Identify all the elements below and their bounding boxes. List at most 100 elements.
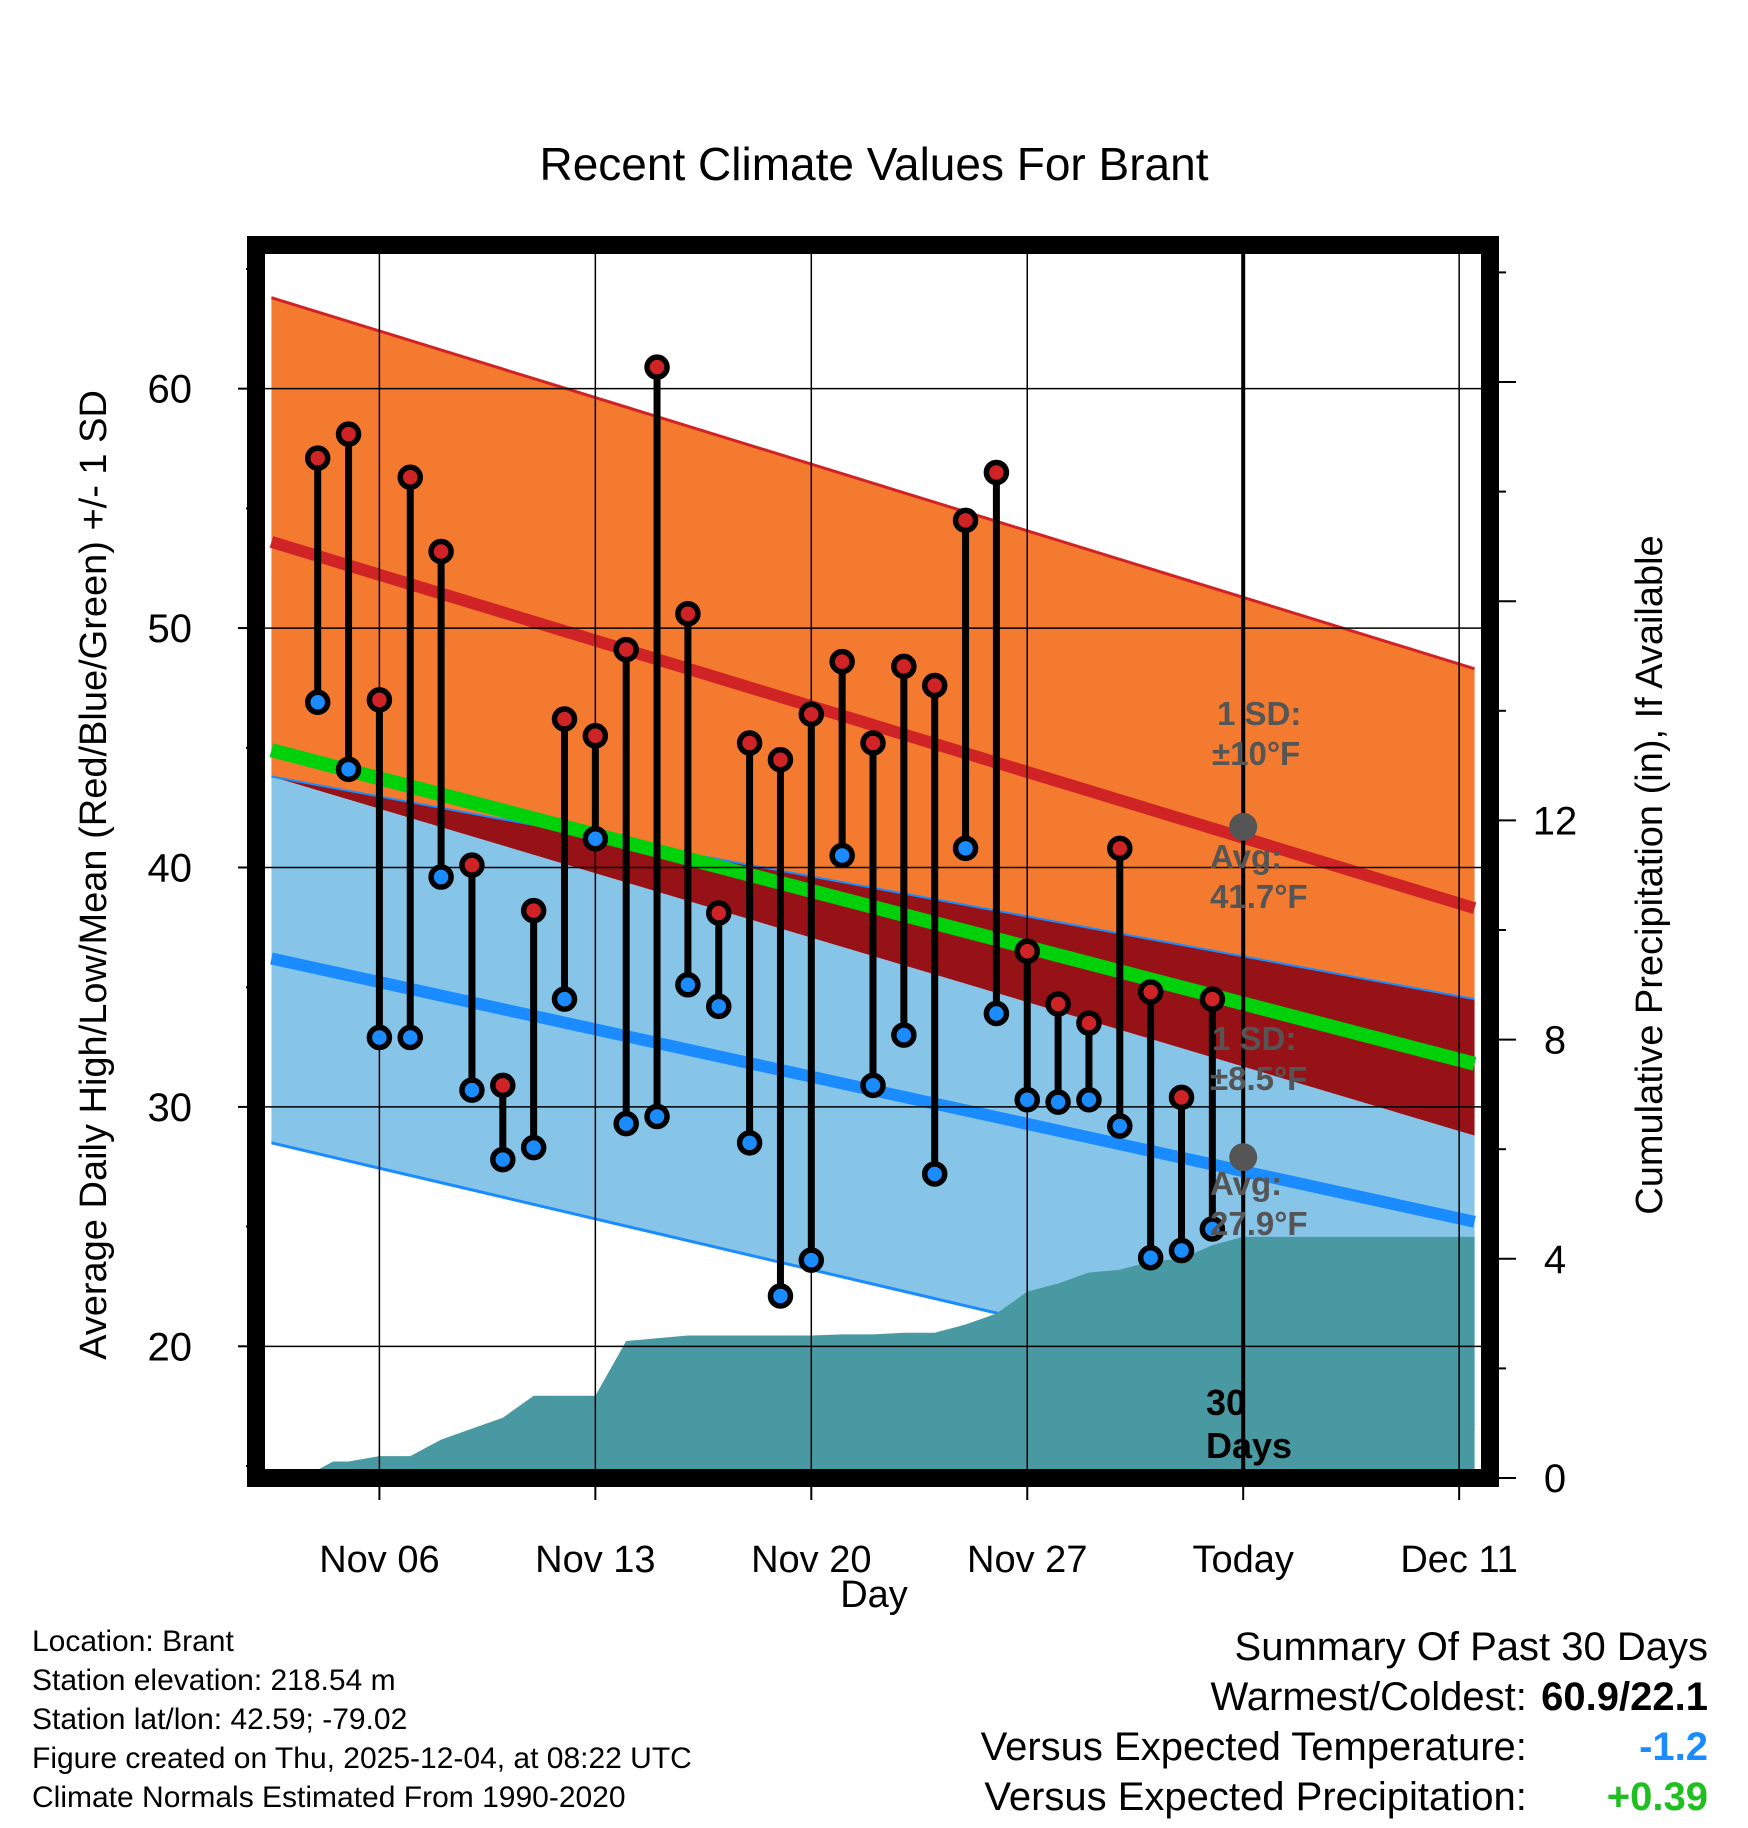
- high-point-20: [891, 653, 917, 680]
- high-point-12: [644, 354, 670, 380]
- low-avg-value: 27.9°F: [1210, 1205, 1308, 1242]
- low-point-20: [891, 1022, 917, 1048]
- low-point-26: [1076, 1086, 1102, 1113]
- high-sd-value: ±10°F: [1212, 735, 1300, 772]
- high-avg-label: Avg:: [1210, 838, 1282, 875]
- chart-title: Recent Climate Values For Brant: [540, 138, 1209, 190]
- high-point-5: [428, 538, 454, 565]
- high-point-25: [1045, 991, 1071, 1017]
- high-point-16: [767, 746, 794, 773]
- low-point-15: [736, 1130, 763, 1156]
- precip-value: +0.39: [1606, 1775, 1708, 1819]
- y-tick-label-30: 30: [148, 1086, 193, 1130]
- high-point-3: [366, 687, 393, 713]
- low-point-4: [397, 1024, 423, 1051]
- climate-chart: Recent Climate Values For Brant 1 SD:±10…: [73, 138, 1671, 1616]
- summary-panel: Summary Of Past 30 Days Warmest/Coldest:…: [981, 1622, 1708, 1822]
- low-point-27: [1107, 1113, 1133, 1139]
- today-high-avg-marker: [1229, 812, 1258, 841]
- y2-tick-label-12: 12: [1533, 799, 1578, 843]
- temp-value: -1.2: [1639, 1725, 1708, 1769]
- mean-sd-band: [271, 776, 1475, 1136]
- low-point-29: [1168, 1237, 1195, 1264]
- y-tick-label-60: 60: [148, 368, 193, 412]
- x-tick-label-0: Nov 06: [319, 1539, 439, 1581]
- low-point-1: [304, 689, 331, 716]
- low-point-21: [921, 1161, 948, 1187]
- high-point-4: [397, 464, 423, 490]
- low-point-25: [1045, 1089, 1071, 1115]
- high-point-24: [1014, 938, 1040, 965]
- y2-axis-label: Cumulative Precipitation (in), If Availa…: [1629, 535, 1671, 1214]
- temp-row: Versus Expected Temperature: -1.2: [981, 1722, 1708, 1772]
- low-point-22: [952, 835, 979, 862]
- high-point-29: [1168, 1084, 1195, 1111]
- y2-tick-label-8: 8: [1544, 1019, 1566, 1063]
- high-point-26: [1076, 1010, 1102, 1036]
- days-count-number: 30: [1206, 1382, 1246, 1423]
- latlon-text: Station lat/lon: 42.59; -79.02: [32, 1703, 408, 1736]
- normals-text: Climate Normals Estimated From 1990-2020: [32, 1781, 626, 1814]
- low-point-17: [798, 1247, 825, 1273]
- station-info: Location: Brant Station elevation: 218.5…: [32, 1622, 692, 1817]
- high-sd-label: 1 SD:: [1217, 695, 1301, 732]
- precip-label: Versus Expected Precipitation:: [984, 1775, 1527, 1819]
- low-point-12: [644, 1103, 670, 1130]
- x-axis-label: Day: [840, 1574, 908, 1616]
- low-point-23: [983, 1000, 1010, 1027]
- low-point-3: [366, 1024, 393, 1051]
- low-point-30: [1199, 1216, 1226, 1242]
- x-tick-label-4: Today: [1192, 1539, 1293, 1581]
- warmest-label: Warmest/Coldest:: [1210, 1675, 1527, 1719]
- high-point-28: [1137, 979, 1164, 1005]
- low-avg-label: Avg:: [1210, 1165, 1282, 1202]
- high-point-19: [860, 730, 886, 756]
- high-point-18: [829, 648, 855, 675]
- low-point-10: [582, 826, 609, 852]
- high-point-13: [675, 600, 701, 627]
- low-point-19: [860, 1072, 886, 1099]
- y-tick-label-40: 40: [148, 846, 193, 890]
- low-point-5: [428, 864, 454, 890]
- low-point-8: [520, 1134, 547, 1161]
- low-point-6: [459, 1077, 485, 1103]
- low-sd-value: ±8.5°F: [1210, 1060, 1307, 1097]
- high-avg-value: 41.7°F: [1210, 878, 1308, 915]
- high-point-15: [736, 730, 763, 756]
- high-point-8: [520, 897, 547, 924]
- high-point-10: [582, 723, 609, 749]
- created-text: Figure created on Thu, 2025-12-04, at 08…: [32, 1742, 692, 1775]
- low-point-2: [335, 756, 362, 783]
- high-point-7: [490, 1072, 516, 1099]
- high-point-14: [706, 900, 732, 926]
- high-point-30: [1199, 986, 1226, 1012]
- temp-label: Versus Expected Temperature:: [980, 1725, 1527, 1769]
- y-tick-label-20: 20: [148, 1325, 193, 1369]
- high-point-21: [921, 672, 948, 699]
- elevation-text: Station elevation: 218.54 m: [32, 1664, 396, 1697]
- precip-row: Versus Expected Precipitation: +0.39: [981, 1772, 1708, 1822]
- high-plus-sd-line: [270, 296, 1476, 671]
- today-low-avg-marker: [1229, 1143, 1258, 1172]
- low-point-7: [490, 1146, 516, 1173]
- warmest-value: 60.9/22.1: [1541, 1675, 1708, 1719]
- high-point-11: [613, 636, 639, 663]
- high-point-27: [1107, 835, 1133, 862]
- high-point-1: [304, 445, 331, 471]
- y-axis-label: Average Daily High/Low/Mean (Red/Blue/Gr…: [73, 390, 115, 1360]
- low-point-9: [551, 986, 578, 1012]
- high-point-2: [335, 421, 362, 447]
- x-tick-label-5: Dec 11: [1400, 1539, 1518, 1581]
- low-point-24: [1014, 1086, 1040, 1113]
- plot-frame: [247, 236, 1499, 1487]
- low-point-11: [613, 1110, 639, 1137]
- high-sd-band-upper: [271, 297, 1475, 909]
- high-point-9: [551, 706, 578, 732]
- high-point-23: [983, 459, 1010, 486]
- low-point-18: [829, 842, 855, 869]
- x-tick-label-2: Nov 20: [751, 1539, 871, 1581]
- location-text: Location: Brant: [32, 1625, 234, 1658]
- low-point-14: [706, 993, 732, 1020]
- y2-tick-label-4: 4: [1544, 1238, 1566, 1282]
